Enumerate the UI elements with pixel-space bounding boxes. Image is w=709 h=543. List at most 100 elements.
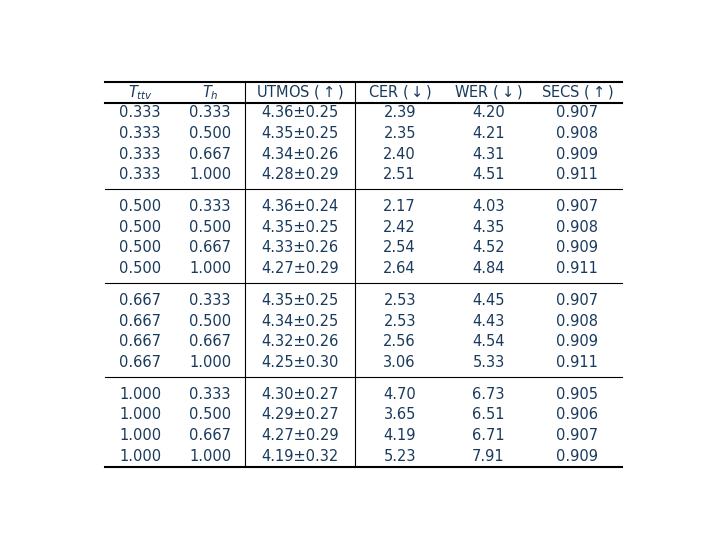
Text: 0.911: 0.911: [557, 355, 598, 370]
Text: 0.333: 0.333: [119, 167, 161, 182]
Text: WER ($\downarrow$): WER ($\downarrow$): [454, 83, 523, 101]
Text: 0.333: 0.333: [119, 126, 161, 141]
Text: 0.333: 0.333: [119, 105, 161, 121]
Text: 4.34±0.25: 4.34±0.25: [262, 314, 339, 329]
Text: 4.45: 4.45: [472, 293, 505, 308]
Text: 0.667: 0.667: [119, 293, 161, 308]
Text: CER ($\downarrow$): CER ($\downarrow$): [367, 83, 432, 101]
Text: 3.06: 3.06: [384, 355, 416, 370]
Text: 4.19±0.32: 4.19±0.32: [262, 449, 339, 464]
Text: 4.30±0.27: 4.30±0.27: [262, 387, 339, 402]
Text: 4.27±0.29: 4.27±0.29: [262, 261, 339, 276]
Text: 2.54: 2.54: [384, 241, 416, 255]
Text: 0.500: 0.500: [119, 241, 161, 255]
Text: 0.911: 0.911: [557, 167, 598, 182]
Text: 0.500: 0.500: [189, 220, 231, 235]
Text: 0.905: 0.905: [557, 387, 598, 402]
Text: 0.909: 0.909: [557, 241, 598, 255]
Text: 2.51: 2.51: [384, 167, 416, 182]
Text: 2.53: 2.53: [384, 293, 416, 308]
Text: 4.51: 4.51: [472, 167, 505, 182]
Text: 0.667: 0.667: [119, 314, 161, 329]
Text: 5.33: 5.33: [472, 355, 505, 370]
Text: UTMOS ($\uparrow$): UTMOS ($\uparrow$): [257, 83, 344, 101]
Text: 4.21: 4.21: [472, 126, 505, 141]
Text: 2.56: 2.56: [384, 334, 416, 349]
Text: 2.39: 2.39: [384, 105, 416, 121]
Text: 6.73: 6.73: [472, 387, 505, 402]
Text: 0.500: 0.500: [119, 220, 161, 235]
Text: 0.909: 0.909: [557, 334, 598, 349]
Text: 0.500: 0.500: [119, 199, 161, 214]
Text: SECS ($\uparrow$): SECS ($\uparrow$): [541, 83, 613, 101]
Text: 4.33±0.26: 4.33±0.26: [262, 241, 339, 255]
Text: 4.28±0.29: 4.28±0.29: [262, 167, 339, 182]
Text: 4.36±0.25: 4.36±0.25: [262, 105, 339, 121]
Text: 0.333: 0.333: [189, 105, 230, 121]
Text: 1.000: 1.000: [189, 167, 231, 182]
Text: 0.333: 0.333: [119, 147, 161, 162]
Text: 4.19: 4.19: [384, 428, 416, 443]
Text: 0.909: 0.909: [557, 147, 598, 162]
Text: 0.667: 0.667: [119, 355, 161, 370]
Text: 4.84: 4.84: [472, 261, 505, 276]
Text: 0.907: 0.907: [556, 428, 598, 443]
Text: 0.907: 0.907: [556, 293, 598, 308]
Text: 4.03: 4.03: [472, 199, 505, 214]
Text: 4.35±0.25: 4.35±0.25: [262, 293, 339, 308]
Text: 0.667: 0.667: [189, 334, 231, 349]
Text: 1.000: 1.000: [119, 449, 161, 464]
Text: $T_h$: $T_h$: [201, 83, 218, 102]
Text: 4.36±0.24: 4.36±0.24: [262, 199, 339, 214]
Text: 0.667: 0.667: [189, 241, 231, 255]
Text: 0.907: 0.907: [556, 105, 598, 121]
Text: 0.909: 0.909: [557, 449, 598, 464]
Text: 0.333: 0.333: [189, 199, 230, 214]
Text: 0.500: 0.500: [189, 126, 231, 141]
Text: 4.54: 4.54: [472, 334, 505, 349]
Text: 4.52: 4.52: [472, 241, 505, 255]
Text: 1.000: 1.000: [119, 428, 161, 443]
Text: 2.17: 2.17: [384, 199, 416, 214]
Text: 0.500: 0.500: [189, 314, 231, 329]
Text: 1.000: 1.000: [189, 261, 231, 276]
Text: 3.65: 3.65: [384, 407, 416, 422]
Text: 0.908: 0.908: [557, 220, 598, 235]
Text: 1.000: 1.000: [119, 387, 161, 402]
Text: 4.34±0.26: 4.34±0.26: [262, 147, 339, 162]
Text: 0.500: 0.500: [119, 261, 161, 276]
Text: 2.42: 2.42: [384, 220, 416, 235]
Text: 0.667: 0.667: [189, 428, 231, 443]
Text: 2.64: 2.64: [384, 261, 416, 276]
Text: 0.908: 0.908: [557, 314, 598, 329]
Text: 4.43: 4.43: [472, 314, 505, 329]
Text: 0.911: 0.911: [557, 261, 598, 276]
Text: 1.000: 1.000: [189, 355, 231, 370]
Text: 4.29±0.27: 4.29±0.27: [262, 407, 339, 422]
Text: 0.500: 0.500: [189, 407, 231, 422]
Text: 4.35: 4.35: [472, 220, 505, 235]
Text: 4.27±0.29: 4.27±0.29: [262, 428, 339, 443]
Text: 0.907: 0.907: [556, 199, 598, 214]
Text: 4.31: 4.31: [472, 147, 505, 162]
Text: 4.35±0.25: 4.35±0.25: [262, 220, 339, 235]
Text: 6.51: 6.51: [472, 407, 505, 422]
Text: 4.25±0.30: 4.25±0.30: [262, 355, 339, 370]
Text: 0.333: 0.333: [189, 293, 230, 308]
Text: 4.70: 4.70: [384, 387, 416, 402]
Text: 1.000: 1.000: [189, 449, 231, 464]
Text: 2.40: 2.40: [384, 147, 416, 162]
Text: 5.23: 5.23: [384, 449, 416, 464]
Text: 0.667: 0.667: [119, 334, 161, 349]
Text: 2.53: 2.53: [384, 314, 416, 329]
Text: 4.32±0.26: 4.32±0.26: [262, 334, 339, 349]
Text: 6.71: 6.71: [472, 428, 505, 443]
Text: 0.906: 0.906: [557, 407, 598, 422]
Text: 0.908: 0.908: [557, 126, 598, 141]
Text: 2.35: 2.35: [384, 126, 416, 141]
Text: 1.000: 1.000: [119, 407, 161, 422]
Text: $T_{ttv}$: $T_{ttv}$: [128, 83, 152, 102]
Text: 0.333: 0.333: [189, 387, 230, 402]
Text: 4.35±0.25: 4.35±0.25: [262, 126, 339, 141]
Text: 0.667: 0.667: [189, 147, 231, 162]
